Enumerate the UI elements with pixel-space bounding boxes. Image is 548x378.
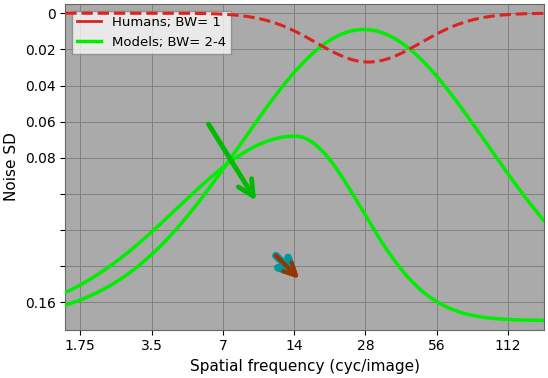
Legend: Humans; BW= 1, Models; BW= 2-4: Humans; BW= 1, Models; BW= 2-4 xyxy=(72,11,231,54)
X-axis label: Spatial frequency (cyc/image): Spatial frequency (cyc/image) xyxy=(190,359,420,374)
Y-axis label: Noise SD: Noise SD xyxy=(4,132,19,201)
